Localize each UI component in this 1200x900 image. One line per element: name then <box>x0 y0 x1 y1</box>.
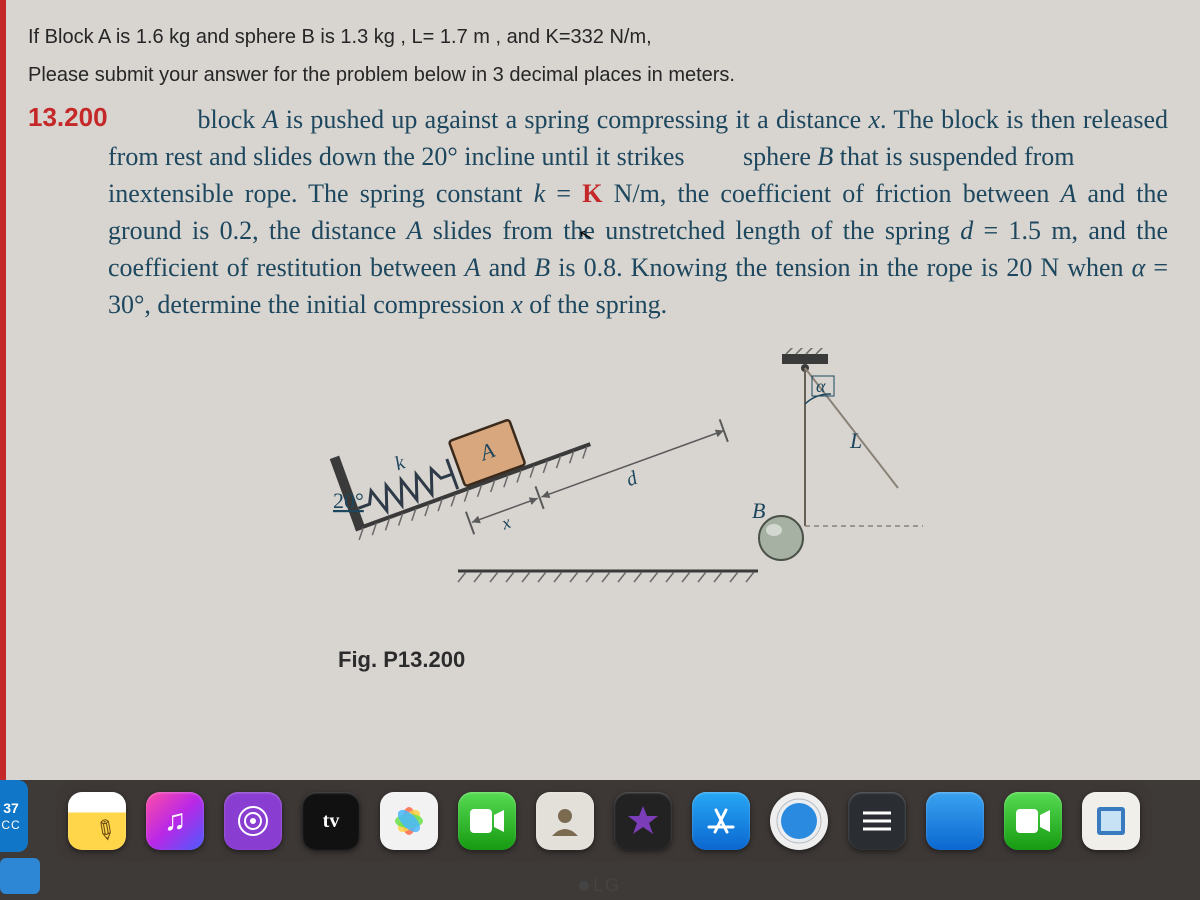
document-page: If Block A is 1.6 kg and sphere B is 1.3… <box>0 0 1200 780</box>
safari-icon[interactable] <box>770 792 828 850</box>
variable-K: K <box>582 179 602 208</box>
notes-icon[interactable] <box>68 792 126 850</box>
problem-number: 13.200 <box>28 102 108 133</box>
label-alpha: α <box>816 376 826 396</box>
label-20deg: 20° <box>333 488 364 513</box>
monitor-logo: LG <box>579 875 621 896</box>
label-L: L <box>849 428 862 453</box>
preview-icon[interactable] <box>1082 792 1140 850</box>
music-icon[interactable]: ♫ <box>146 792 204 850</box>
contacts-icon[interactable] <box>536 792 594 850</box>
app-icon[interactable] <box>926 792 984 850</box>
appstore-icon[interactable] <box>692 792 750 850</box>
side-badge[interactable]: 37 CC <box>0 780 28 852</box>
figure: k A 20° <box>328 348 968 678</box>
facetime2-icon[interactable] <box>1004 792 1062 850</box>
figure-svg: k A 20° <box>328 348 968 678</box>
label-k: k <box>392 452 409 476</box>
dock: ♫ tv <box>56 780 1152 862</box>
label-B: B <box>752 498 765 523</box>
problem-text: block A is pushed up against a spring co… <box>28 102 1178 323</box>
imovie-icon[interactable] <box>614 792 672 850</box>
intro-line-1: If Block A is 1.6 kg and sphere B is 1.3… <box>28 18 1178 56</box>
intro-block: If Block A is 1.6 kg and sphere B is 1.3… <box>28 18 1178 94</box>
badge-cc: CC <box>1 818 20 832</box>
tv-icon[interactable]: tv <box>302 792 360 850</box>
facetime-icon[interactable] <box>458 792 516 850</box>
problem-block: 13.200 block A is pushed up against a sp… <box>28 102 1178 323</box>
figure-caption: Fig. P13.200 <box>338 647 465 673</box>
badge-number: 37 <box>3 800 19 816</box>
chat-widget-icon[interactable] <box>0 858 40 894</box>
photos-icon[interactable] <box>380 792 438 850</box>
label-d: d <box>623 467 641 491</box>
label-x: x <box>498 512 513 534</box>
dock-area: 37 CC ♫ tv <box>0 780 1200 900</box>
menu-icon[interactable] <box>848 792 906 850</box>
intro-line-2: Please submit your answer for the proble… <box>28 56 1178 94</box>
podcasts-icon[interactable] <box>224 792 282 850</box>
